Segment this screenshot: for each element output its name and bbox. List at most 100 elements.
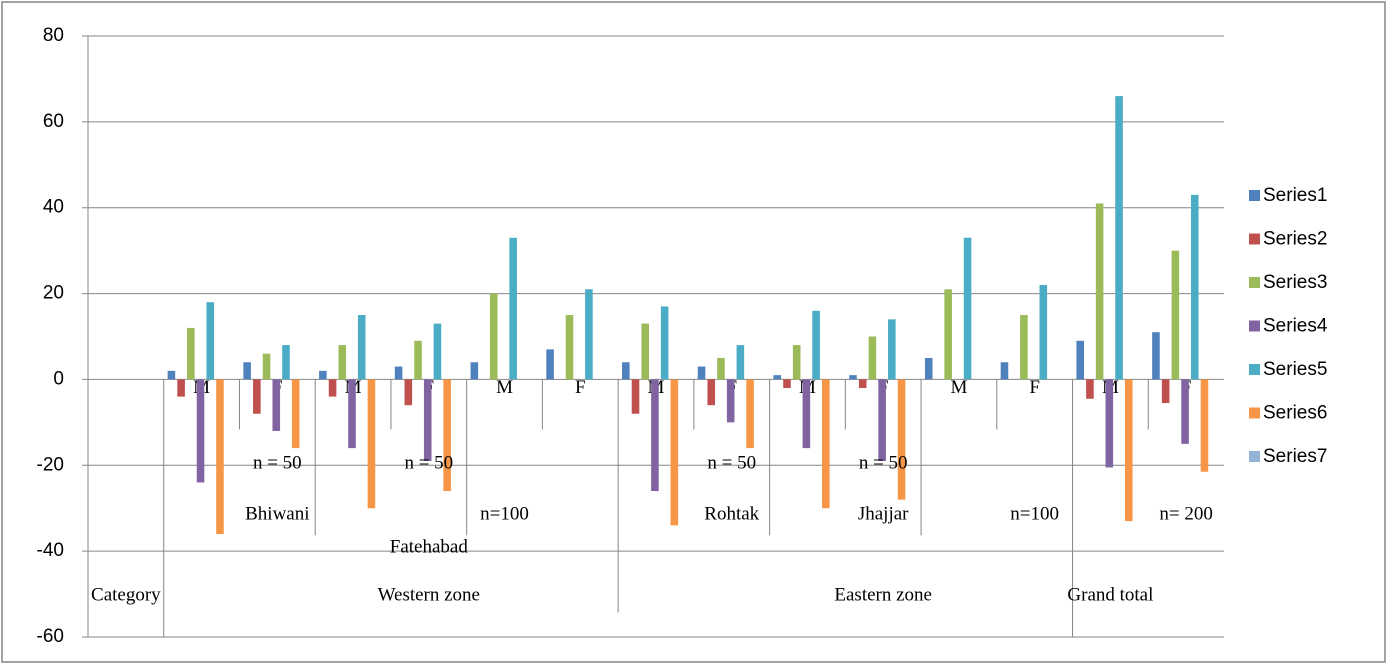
bar: [812, 310, 820, 380]
y-tick-label: 0: [53, 368, 64, 389]
bar: [546, 349, 554, 380]
bar: [272, 379, 281, 431]
bar: [746, 379, 754, 449]
bar: [509, 237, 517, 380]
bar: [1020, 315, 1028, 380]
legend-swatch: [1249, 364, 1260, 375]
category-group-label: n = 50: [859, 452, 908, 473]
bar: [707, 379, 716, 406]
category-group-label: Category: [91, 584, 161, 605]
bar: [206, 302, 215, 380]
y-tick-label: -40: [37, 540, 64, 561]
bar: [367, 379, 376, 509]
x-tick-label: F: [575, 377, 586, 398]
legend-swatch: [1249, 320, 1260, 332]
bar: [216, 379, 224, 534]
legend-swatch: [1249, 407, 1260, 419]
bar: [585, 289, 593, 380]
bar: [253, 379, 261, 414]
category-group-label: n = 50: [253, 452, 302, 473]
bar: [282, 345, 290, 380]
bar: [878, 379, 886, 461]
y-tick-label: -60: [37, 626, 64, 647]
bar: [1105, 379, 1114, 468]
category-group-label: Jhajjar: [858, 503, 909, 524]
category-group-label: Bhiwani: [245, 503, 309, 524]
bar: [565, 315, 574, 380]
bar: [697, 366, 706, 380]
bar: [443, 379, 451, 492]
bar: [1200, 379, 1209, 472]
legend-label: Series5: [1263, 359, 1327, 380]
bar: [849, 375, 857, 380]
category-group-label: n=100: [480, 503, 529, 524]
bar: [963, 237, 972, 380]
legend-label: Series1: [1263, 185, 1327, 206]
bar: [1115, 96, 1123, 380]
bar: [243, 362, 251, 380]
bar: [622, 362, 630, 380]
bar: [357, 315, 366, 380]
category-group-label: Fatehabad: [390, 536, 469, 557]
bar: [167, 370, 176, 380]
bar: [944, 289, 952, 380]
bar: [1095, 203, 1104, 380]
bar: [924, 357, 933, 380]
bar: [348, 379, 356, 449]
bar: [187, 327, 195, 380]
bar: [802, 379, 811, 449]
bar: [196, 379, 205, 483]
bar: [404, 379, 413, 406]
bar: [888, 319, 896, 380]
bar: [670, 379, 679, 526]
bar: [1000, 362, 1009, 380]
category-group-label: n = 50: [404, 452, 453, 473]
bar: [1039, 284, 1048, 380]
bar: [319, 370, 327, 380]
bar: [291, 379, 300, 449]
y-tick-label: 60: [43, 111, 64, 132]
bar: [262, 353, 271, 380]
bar: [641, 323, 650, 380]
bar: [470, 362, 479, 380]
bar: [394, 366, 403, 380]
category-group-label: n= 200: [1159, 503, 1212, 524]
y-tick-label: 40: [43, 197, 64, 218]
legend-swatch: [1249, 233, 1260, 245]
bar: [433, 323, 442, 380]
bar: [489, 293, 498, 380]
x-tick-label: M: [950, 377, 967, 398]
category-group-label: n=100: [1010, 503, 1059, 524]
bar: [328, 379, 337, 397]
bar: [1124, 379, 1133, 522]
legend-swatch: [1249, 190, 1260, 201]
category-group-label: Rohtak: [704, 503, 759, 524]
bar: [1161, 379, 1170, 404]
bar: [897, 379, 906, 500]
legend-label: Series3: [1263, 272, 1327, 293]
bar: [1076, 340, 1084, 380]
legend-label: Series6: [1263, 403, 1327, 424]
category-group-label: n = 50: [707, 452, 756, 473]
bar: [868, 336, 877, 380]
bar: [773, 375, 782, 380]
bar: [423, 379, 432, 461]
bar: [1190, 194, 1199, 380]
bar: [651, 379, 659, 492]
bar: [338, 345, 347, 380]
legend-label: Series4: [1263, 316, 1328, 337]
bar: [1181, 379, 1189, 444]
y-tick-label: 80: [43, 25, 64, 46]
bar: [783, 379, 791, 389]
x-tick-label: M: [496, 377, 513, 398]
legend-swatch: [1249, 277, 1260, 288]
bar: [177, 379, 185, 397]
category-group-label: Western zone: [378, 584, 480, 605]
bar: [1086, 379, 1094, 399]
bar: [660, 306, 669, 380]
bar: [414, 340, 422, 380]
bar: [1152, 332, 1160, 380]
bar: [858, 379, 867, 389]
